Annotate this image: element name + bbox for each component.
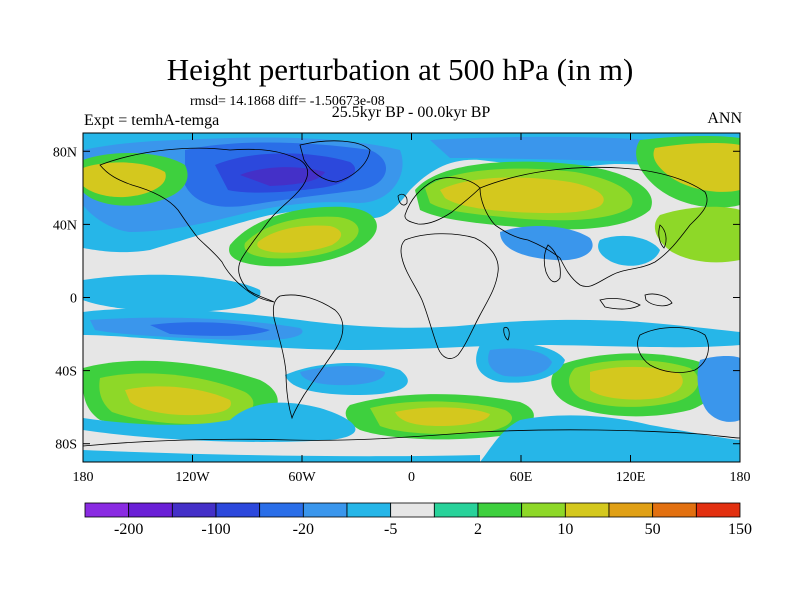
y-tick-label: 40S	[55, 365, 77, 380]
x-tick-label: 180	[73, 470, 94, 485]
axis-ticks	[82, 133, 741, 462]
colorbar-swatch	[171, 502, 217, 518]
axis-tick-labels: 180 120W 60W 0 60E 120E 180 80N 40N 0 40S 80S	[53, 145, 751, 485]
colorbar-swatch	[433, 502, 479, 518]
colorbar-swatch	[84, 502, 130, 518]
contour-field	[83, 133, 740, 462]
colorbar-swatch	[302, 502, 348, 518]
x-tick-label: 60W	[288, 470, 316, 485]
x-tick-label: 120W	[175, 470, 210, 485]
colorbar-label: -20	[293, 521, 314, 538]
colorbar-swatch	[259, 502, 304, 518]
colorbar-swatch	[346, 502, 392, 518]
y-tick-label: 80S	[55, 438, 77, 453]
coastlines	[83, 140, 740, 447]
colorbar-label: -100	[201, 521, 230, 538]
x-tick-label: 120E	[616, 470, 646, 485]
colorbar-swatch	[128, 502, 173, 518]
season-label: ANN	[707, 110, 742, 127]
y-tick-label: 0	[70, 292, 77, 307]
colorbar-label: 50	[645, 521, 661, 538]
colorbar-label: 2	[474, 521, 482, 538]
colorbar-swatch	[477, 502, 523, 518]
colorbar-swatch	[390, 502, 435, 518]
period-label: 25.5kyr BP - 00.0kyr BP	[331, 104, 491, 121]
colorbar-label: -200	[114, 521, 143, 538]
colorbar-label: -5	[384, 521, 397, 538]
x-tick-label: 0	[408, 470, 415, 485]
colorbar-swatch	[695, 502, 741, 518]
colorbar-swatch	[564, 502, 610, 518]
y-tick-label: 80N	[53, 145, 77, 160]
y-tick-label: 40N	[53, 218, 77, 233]
colorbar-swatch	[521, 502, 566, 518]
colorbar-swatch	[608, 502, 654, 518]
experiment-label: Expt = temhA-temga	[84, 112, 220, 129]
colorbar-swatch	[215, 502, 261, 518]
colorbar-swatch	[652, 502, 697, 518]
page-title: Height perturbation at 500 hPa (in m)	[166, 52, 634, 87]
colorbar: -200 -100 -20 -5 2 10 50 150	[84, 502, 752, 538]
x-tick-label: 180	[730, 470, 751, 485]
colorbar-label: 10	[557, 521, 573, 538]
x-tick-label: 60E	[510, 470, 533, 485]
colorbar-label: 150	[728, 521, 752, 538]
stats-label: rmsd= 14.1868 diff= -1.50673e-08	[190, 94, 385, 109]
